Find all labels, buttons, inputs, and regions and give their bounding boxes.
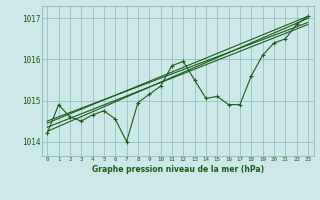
X-axis label: Graphe pression niveau de la mer (hPa): Graphe pression niveau de la mer (hPa) [92, 165, 264, 174]
